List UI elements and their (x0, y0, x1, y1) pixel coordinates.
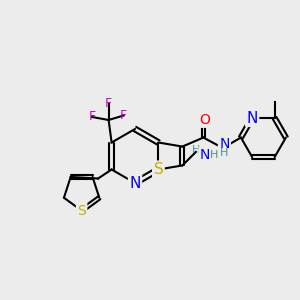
Text: S: S (77, 204, 86, 218)
Text: N: N (200, 148, 210, 162)
Text: O: O (200, 112, 210, 127)
Text: N: N (246, 111, 258, 126)
Text: F: F (105, 97, 112, 110)
Text: S: S (154, 162, 163, 177)
Text: H: H (220, 148, 229, 158)
Text: F: F (88, 110, 96, 124)
Text: H: H (192, 146, 200, 155)
Text: F: F (120, 109, 127, 122)
Text: H: H (210, 150, 219, 160)
Text: N: N (219, 136, 230, 151)
Text: N: N (129, 176, 141, 190)
